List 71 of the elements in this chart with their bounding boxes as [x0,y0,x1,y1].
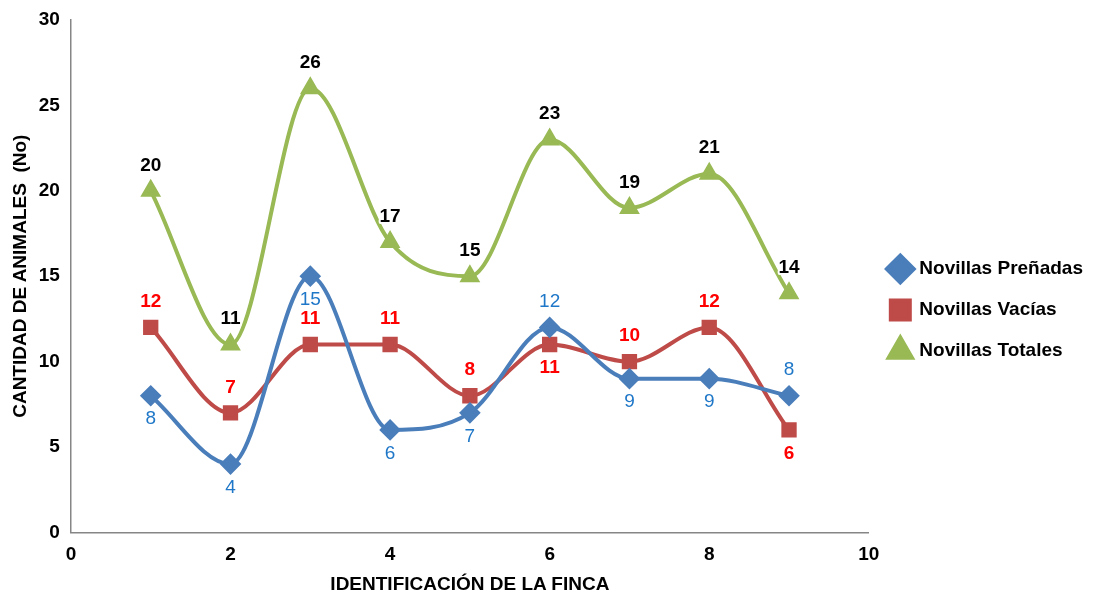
x-tick-label: 2 [225,543,236,565]
data-label: 9 [624,390,635,412]
y-tick-label: 15 [38,264,61,286]
data-label: 7 [464,424,476,446]
legend-label: Novillas Preñadas [919,257,1084,279]
y-tick-label: 30 [38,8,60,30]
x-tick-label: 0 [65,543,77,565]
point [699,161,719,180]
point [301,78,320,95]
x-tick-label: 6 [544,543,555,565]
point [620,197,639,214]
point [619,368,640,389]
point [459,402,480,423]
data-label: 4 [225,475,237,497]
point [460,266,479,283]
data-label: 14 [778,256,801,278]
data-label: 11 [539,356,561,378]
x-tick-label: 10 [858,543,880,565]
data-label: 8 [783,358,795,380]
point [540,127,560,146]
point [300,266,321,287]
y-tick-label: 20 [38,179,60,201]
data-label: 11 [380,307,401,329]
point [779,385,800,406]
data-label: 11 [220,307,241,329]
y-tick-label: 0 [49,520,60,542]
y-axis-title: CANTIDAD DE ANIMALES (No) [8,134,30,418]
y-tick-label: 25 [38,93,61,115]
point [140,178,161,197]
point [302,336,318,353]
data-label: 26 [299,51,321,73]
data-label: 6 [783,441,795,463]
point [220,454,241,475]
legend-label: Novillas Totales [919,339,1063,361]
point [699,368,720,389]
point [222,405,239,421]
data-label: 17 [379,204,401,226]
data-label: 20 [140,153,162,175]
data-label: 23 [539,102,561,124]
data-label: 12 [698,290,720,312]
point [462,388,478,404]
x-tick-label: 4 [384,543,396,565]
point [143,319,159,336]
x-axis-title: IDENTIFICACIÓN DE LA FINCA [330,572,610,594]
data-label: 21 [698,136,721,158]
y-tick-label: 10 [38,349,60,371]
data-label: 12 [140,290,162,312]
data-label: 12 [539,290,561,312]
point [701,319,717,336]
point [382,336,398,353]
data-label: 9 [703,390,715,412]
legend-label: Novillas Vacías [919,298,1057,320]
point [380,419,401,440]
data-label: 8 [145,407,157,429]
x-tick-label: 8 [703,543,715,565]
y-tick-label: 5 [49,435,61,457]
data-label: 11 [300,307,321,329]
point [140,385,161,406]
data-label: 19 [618,170,641,192]
point [780,283,798,300]
data-label: 8 [464,358,476,380]
point [542,336,558,353]
data-label: 15 [299,287,321,309]
point [781,422,797,438]
point [621,353,638,370]
point [381,232,400,249]
data-label: 7 [225,375,236,397]
data-label: 6 [384,441,396,463]
data-label: 15 [459,238,481,260]
point [539,317,560,338]
data-label: 10 [618,324,641,346]
